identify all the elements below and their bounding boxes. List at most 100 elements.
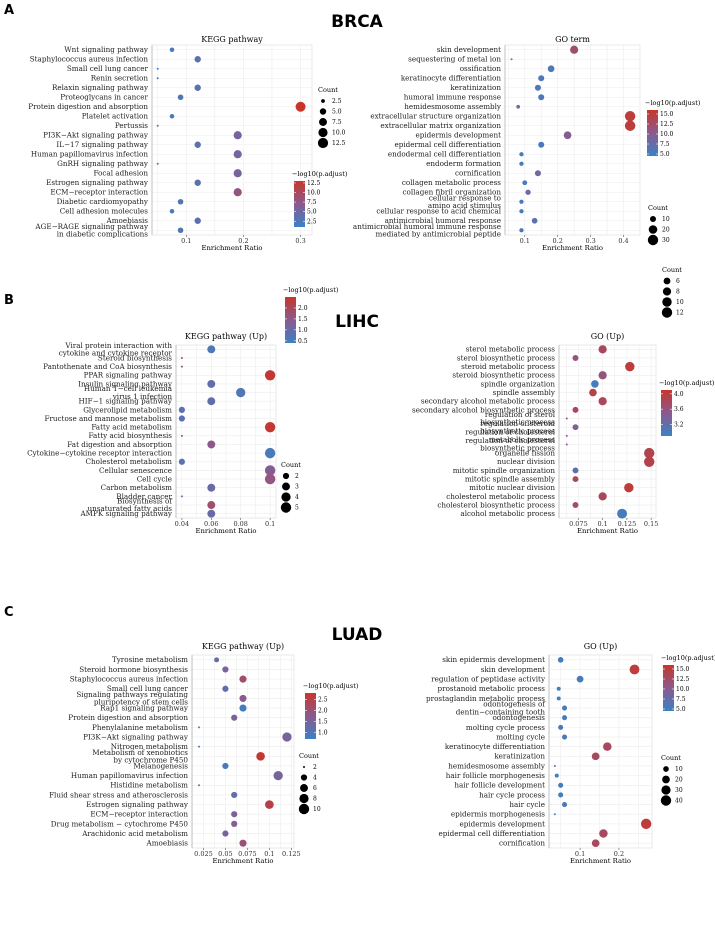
category-label: Glycerolipid metabolism [83,405,172,414]
data-point [194,84,201,91]
category-label-line: AGE−RAGE signaling pathway [34,222,149,231]
color-legend-label: 12.5 [307,180,321,187]
data-point [558,724,564,730]
data-point [538,141,545,148]
size-legend-dot [282,482,290,491]
category-label: epidermis morphogenesis [451,810,545,819]
category-label: cholesterol metabolic process [446,492,555,501]
category-label-line: pluripotency of stem cells [94,698,188,707]
category-label: Pantothenate and CoA biosynthesis [43,362,172,371]
category-label: Insulin signaling pathway [78,379,173,388]
data-point [231,791,238,799]
category-label-line: biosynthetic process [480,418,555,427]
category-label: secondary alcohol metabolic process [421,397,555,406]
data-point [572,406,579,413]
data-point [156,162,159,165]
data-point [169,208,175,214]
category-label: keratinization [450,83,501,92]
data-point [576,675,584,683]
category-label: Staphylococcus aureus infection [30,55,149,64]
size-legend-label: 5 [295,505,299,512]
data-point [519,228,524,233]
data-point [207,379,216,388]
category-label: mitotic nuclear division [469,483,555,492]
category-label-line: regulation of cholesterol [465,427,555,436]
size-legend-dot [662,775,670,784]
category-label-line: unsaturated fatty acids [88,504,173,513]
color-legend: −log10(p.adjust) 0.5 1.0 1.5 2.0 [283,286,339,345]
data-point [178,415,185,422]
category-label: GnRH signaling pathway [57,159,149,168]
data-point [231,811,238,818]
data-point [180,495,183,498]
category-label: cornification [455,169,501,178]
category-label: sterol metabolic process [466,345,556,354]
data-point [591,839,600,848]
data-point [231,820,238,827]
category-label: PPAR signaling pathway [84,371,173,380]
color-legend: −log10(p.adjust) 1.0 1.5 2.0 2.5 [303,682,359,739]
data-point [222,762,229,770]
data-point [207,509,216,518]
data-point [194,141,201,148]
category-label: mitotic spindle assembly [465,474,556,483]
x-axis-label: Enrichment Ratio [212,857,273,865]
x-tick-label: 0.125 [282,850,301,858]
data-point [510,58,513,61]
category-label: Fatty acid biosynthesis [89,431,173,440]
plot-panel [548,654,653,849]
data-point [563,131,572,140]
data-point [598,397,607,406]
size-legend-label: 30 [662,237,670,244]
data-point [599,829,608,838]
data-point [519,161,524,166]
data-point [591,380,599,388]
panel-letter-b: B [4,293,14,308]
x-tick-label: 0.1 [575,850,585,858]
data-point [562,705,568,711]
category-label: Staphylococcus aureus infection [70,675,189,684]
data-point [180,434,183,437]
size-legend-title: Count [318,86,338,94]
category-label: epidermal cell differentiation [395,140,502,149]
category-label: Amoebiasis [146,839,189,848]
category-label: Platelet activation [82,112,149,121]
data-point [557,656,564,663]
chart-3: Viral protein interaction with cytokine a… [27,286,339,535]
color-legend-label: 2.0 [298,305,308,312]
data-point [572,476,579,483]
color-legend: −log10(p.adjust) 3.2 3.6 4.0 [659,379,715,436]
data-point [265,800,274,809]
size-legend-title: Count [662,266,682,274]
data-point [525,189,531,195]
size-legend-dot [319,108,327,115]
size-legend-dot [663,277,671,285]
size-legend-label: 6 [313,785,317,792]
category-label: PI3K−Akt signaling pathway [83,732,189,741]
category-label-line: antimicrobial humoral immune response [353,222,501,231]
category-label: Fat digestion and absorption [67,440,172,449]
data-point [214,657,220,663]
size-legend-dot [282,472,290,480]
size-legend-dot [281,492,291,502]
color-bar [305,693,316,739]
section-title-brca: BRCA [331,12,384,32]
panel-letter-c: C [4,605,14,620]
data-point [264,465,276,476]
category-label: Steroid hormone biosynthesis [79,665,188,674]
data-point [239,694,247,702]
data-point [553,813,556,816]
category-label: nuclear division [497,457,555,466]
category-label: AMPK signaling pathway [79,509,172,518]
color-legend-label: 3.6 [674,406,684,413]
category-label-line: regulation of steroid [480,419,555,428]
color-legend-title: −log10(p.adjust) [659,379,715,387]
size-legend-label: 2 [313,764,317,771]
color-legend-label: 4.0 [674,391,684,398]
color-legend-label: 2.0 [318,708,328,715]
category-label: spindle assembly [493,388,556,397]
plot-panel [504,44,641,236]
data-point [589,388,597,397]
category-label: Viral protein interaction with cytokine a… [59,341,173,358]
